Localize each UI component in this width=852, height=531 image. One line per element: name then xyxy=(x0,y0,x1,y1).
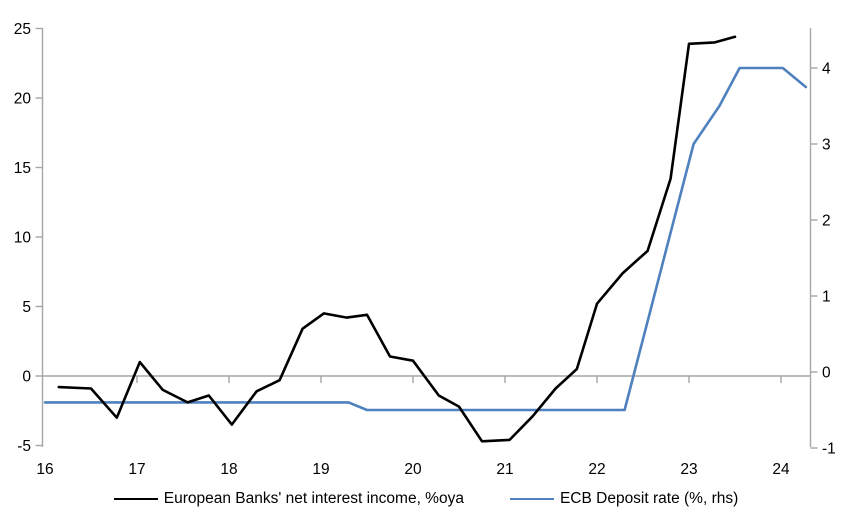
x-axis-year-label: 21 xyxy=(496,461,513,478)
x-axis-year-label: 22 xyxy=(588,461,605,478)
left-axis-tick-label: 0 xyxy=(22,369,31,386)
right-axis-tick-label: 0 xyxy=(822,365,831,382)
x-axis-year-label: 23 xyxy=(680,461,697,478)
x-axis-year-label: 24 xyxy=(772,461,790,478)
left-axis-tick-label: 20 xyxy=(14,91,32,108)
legend-label-ecb-deposit-rate: ECB Deposit rate (%, rhs) xyxy=(559,490,739,507)
left-axis-tick-label: -5 xyxy=(17,438,31,455)
right-axis-tick-label: 4 xyxy=(822,61,831,78)
right-axis-tick-label: 1 xyxy=(822,289,831,306)
legend-item-ecb-deposit-rate: ECB Deposit rate (%, rhs) xyxy=(509,490,739,508)
x-axis-year-label: 16 xyxy=(36,461,53,478)
x-axis-year-label: 18 xyxy=(220,461,237,478)
left-axis-tick-label: 10 xyxy=(14,230,32,247)
right-axis-tick-label: 3 xyxy=(822,137,831,154)
nii-line-swatch xyxy=(113,498,158,500)
x-axis-year-label: 17 xyxy=(128,461,145,478)
legend-label-net-interest-income: European Banks' net interest income, %oy… xyxy=(163,490,464,507)
x-axis-year-label: 20 xyxy=(404,461,422,478)
left-axis-tick-label: 25 xyxy=(14,21,31,38)
left-axis-tick-label: 5 xyxy=(22,299,31,316)
legend-item-net-interest-income: European Banks' net interest income, %oy… xyxy=(113,490,464,508)
ecb-line-swatch xyxy=(509,498,554,500)
right-axis-tick-label: 2 xyxy=(822,213,831,230)
left-axis-tick-label: 15 xyxy=(14,160,31,177)
nii-series-line xyxy=(57,35,737,443)
x-axis-year-label: 19 xyxy=(312,461,329,478)
legend: European Banks' net interest income, %oy… xyxy=(0,490,852,508)
ecb-series-line xyxy=(43,66,808,412)
right-axis-tick-label: -1 xyxy=(822,441,836,458)
